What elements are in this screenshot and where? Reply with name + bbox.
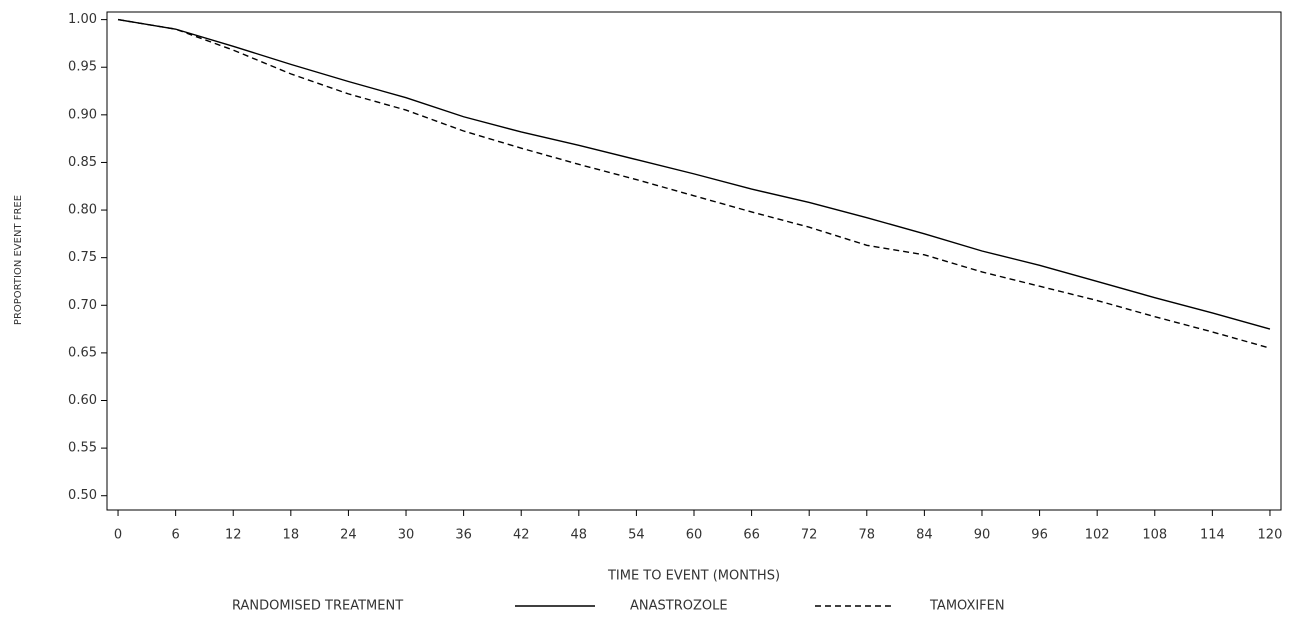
legend-label: TAMOXIFEN: [929, 599, 1005, 614]
x-tick-label: 12: [225, 528, 242, 543]
x-tick-label: 54: [628, 528, 645, 543]
y-tick-label: 0.50: [68, 488, 97, 503]
x-tick-label: 36: [455, 528, 472, 543]
x-tick-label: 66: [743, 528, 760, 543]
x-tick-label: 24: [340, 528, 357, 543]
x-tick-label: 96: [1031, 528, 1048, 543]
x-tick-label: 102: [1085, 528, 1110, 543]
x-tick-label: 48: [571, 528, 588, 543]
x-tick-label: 18: [283, 528, 300, 543]
y-tick-label: 0.60: [68, 393, 97, 408]
x-tick-label: 84: [916, 528, 933, 543]
legend-label: ANASTROZOLE: [630, 599, 728, 614]
plot-frame: [106, 11, 1282, 511]
legend-title: RANDOMISED TREATMENT: [232, 599, 403, 614]
series-line: [117, 18, 1271, 349]
y-axis-label: PROPORTION EVENT FREE: [13, 195, 24, 325]
y-tick-label: 0.65: [68, 345, 97, 360]
x-tick-label: 30: [398, 528, 415, 543]
x-tick-label: 42: [513, 528, 530, 543]
x-tick-label: 78: [859, 528, 876, 543]
x-tick-label: 60: [686, 528, 703, 543]
y-tick-label: 0.90: [68, 107, 97, 122]
y-tick-label: 1.00: [68, 12, 97, 27]
x-tick-label: 114: [1200, 528, 1225, 543]
x-tick-label: 0: [114, 528, 122, 543]
series-line: [117, 18, 1271, 330]
x-tick-label: 120: [1258, 528, 1283, 543]
y-tick-label: 0.80: [68, 203, 97, 218]
x-tick-label: 90: [974, 528, 991, 543]
x-axis-label: TIME TO EVENT (MONTHS): [607, 569, 780, 584]
y-tick-label: 0.85: [68, 155, 97, 170]
y-tick-label: 0.95: [68, 60, 97, 75]
x-tick-label: 72: [801, 528, 818, 543]
x-tick-label: 6: [171, 528, 179, 543]
x-tick-label: 108: [1142, 528, 1167, 543]
y-tick-label: 0.70: [68, 298, 97, 313]
y-tick-label: 0.55: [68, 441, 97, 456]
y-tick-label: 0.75: [68, 250, 97, 265]
